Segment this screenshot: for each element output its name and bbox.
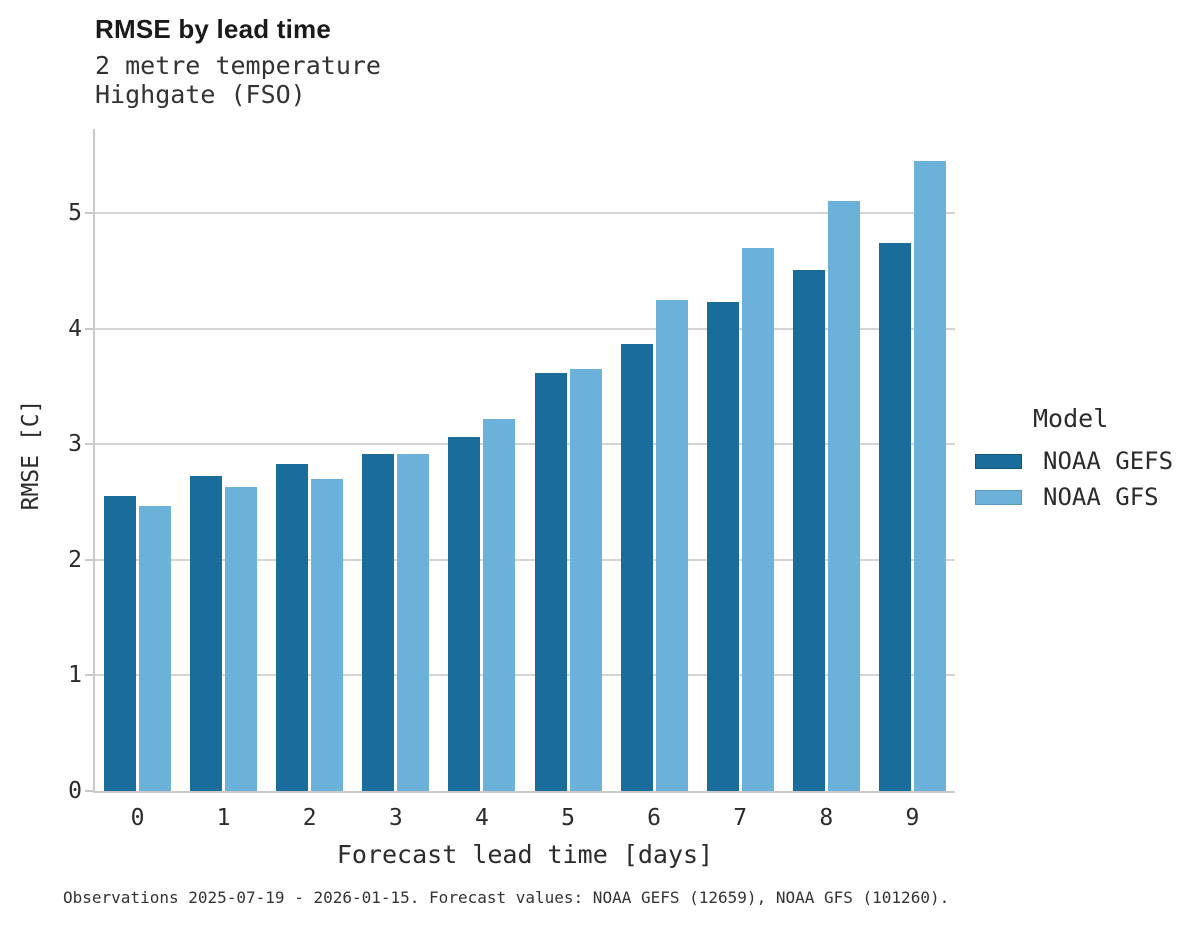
y-tick-label-0: 0 [68,778,82,804]
gridline-y-1 [95,674,955,677]
bar-noaa-gefs-day-6 [620,343,653,791]
y-tick-mark-2 [85,558,93,561]
plot-area: Forecast lead time [days] 0 1 2 3 4 5 6 7 8 9 [85,129,955,869]
gridline-y-4 [95,327,955,330]
x-tick-label-3: 3 [388,805,403,831]
x-tick-label-9: 9 [905,805,920,831]
y-tick-label-2: 2 [68,546,82,573]
bar-noaa-gfs-day-8 [827,200,860,791]
bar-noaa-gefs-day-5 [534,372,567,791]
y-tick-mark-3 [85,443,93,446]
x-tick-label-0: 0 [130,805,145,831]
y-tick-mark-1 [85,674,93,677]
chart-subtitle-station: Highgate (FSO) [95,80,306,109]
bar-noaa-gefs-day-4 [448,437,481,791]
bar-noaa-gefs-day-7 [706,302,739,791]
x-tick-label-5: 5 [561,805,575,831]
y-tick-label-4: 4 [68,315,82,342]
legend-title: Model [1033,404,1109,433]
bar-noaa-gfs-day-4 [483,419,516,791]
y-tick-label-3: 3 [68,431,82,458]
bar-noaa-gefs-day-2 [276,464,309,791]
x-tick-label-1: 1 [216,805,231,831]
x-tick-label-7: 7 [733,805,748,831]
y-tick-label-5: 5 [68,200,82,227]
bar-noaa-gfs-day-9 [913,161,946,791]
y-tick-mark-0 [85,790,93,792]
chart-subtitle-variable: 2 metre temperature [95,51,381,80]
legend-item-noaa-gefs: NOAA GEFS [975,447,1173,475]
legend: Model NOAA GEFS NOAA GFS [975,404,1173,511]
x-axis-label: Forecast lead time [days] [336,840,714,869]
bar-noaa-gefs-day-9 [878,243,911,791]
bar-noaa-gefs-day-3 [362,453,395,791]
legend-swatch-noaa-gfs [975,489,1022,505]
x-tick-label-8: 8 [819,805,834,831]
gridline-y-5 [95,212,955,215]
bar-noaa-gfs-day-1 [225,487,258,791]
bar-noaa-gfs-day-5 [569,369,602,791]
bar-noaa-gfs-day-0 [139,505,171,791]
y-tick-label-1: 1 [68,662,82,689]
legend-label-noaa-gefs: NOAA GEFS [1043,447,1174,475]
bar-noaa-gefs-day-8 [792,269,825,791]
bar-noaa-gefs-day-0 [104,496,136,791]
y-tick-mark-4 [85,327,93,330]
gridline-y-3 [95,443,955,446]
x-tick-label-4: 4 [474,805,489,831]
bar-noaa-gefs-day-1 [190,475,223,791]
bar-noaa-gfs-day-3 [397,453,430,791]
chart-caption: Observations 2025-07-19 - 2026-01-15. Fo… [63,888,950,907]
y-tick-mark-5 [85,212,93,215]
bar-noaa-gfs-day-7 [741,248,774,791]
chart-title: RMSE by lead time [95,14,332,44]
x-tick-label-6: 6 [647,805,662,831]
legend-label-noaa-gfs: NOAA GFS [1043,483,1159,511]
bar-noaa-gfs-day-2 [311,479,344,791]
legend-swatch-noaa-gefs [975,453,1022,469]
legend-item-noaa-gfs: NOAA GFS [975,483,1173,511]
gridline-y-2 [95,558,955,561]
x-tick-label-2: 2 [302,805,317,831]
bar-noaa-gfs-day-6 [655,300,688,791]
